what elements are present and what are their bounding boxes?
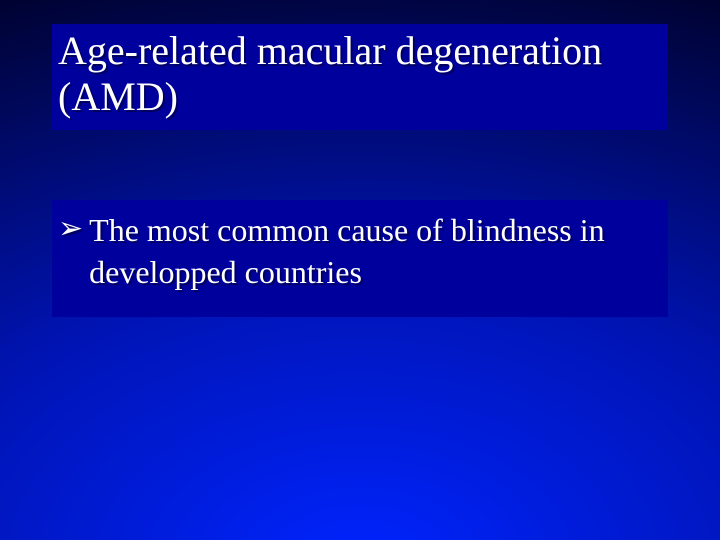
- body-block: ➢ The most common cause of blindness in …: [52, 200, 668, 317]
- slide-title: Age-related macular degeneration (AMD): [58, 28, 662, 120]
- bullet-arrow-icon: ➢: [58, 210, 83, 248]
- title-line-2: (AMD): [58, 74, 178, 119]
- slide: Age-related macular degeneration (AMD) ➢…: [0, 0, 720, 540]
- bullet-text: The most common cause of blindness in de…: [89, 210, 662, 293]
- title-line-1: Age-related macular degeneration: [58, 28, 602, 73]
- bullet-item: ➢ The most common cause of blindness in …: [58, 210, 662, 293]
- title-block: Age-related macular degeneration (AMD): [52, 24, 668, 130]
